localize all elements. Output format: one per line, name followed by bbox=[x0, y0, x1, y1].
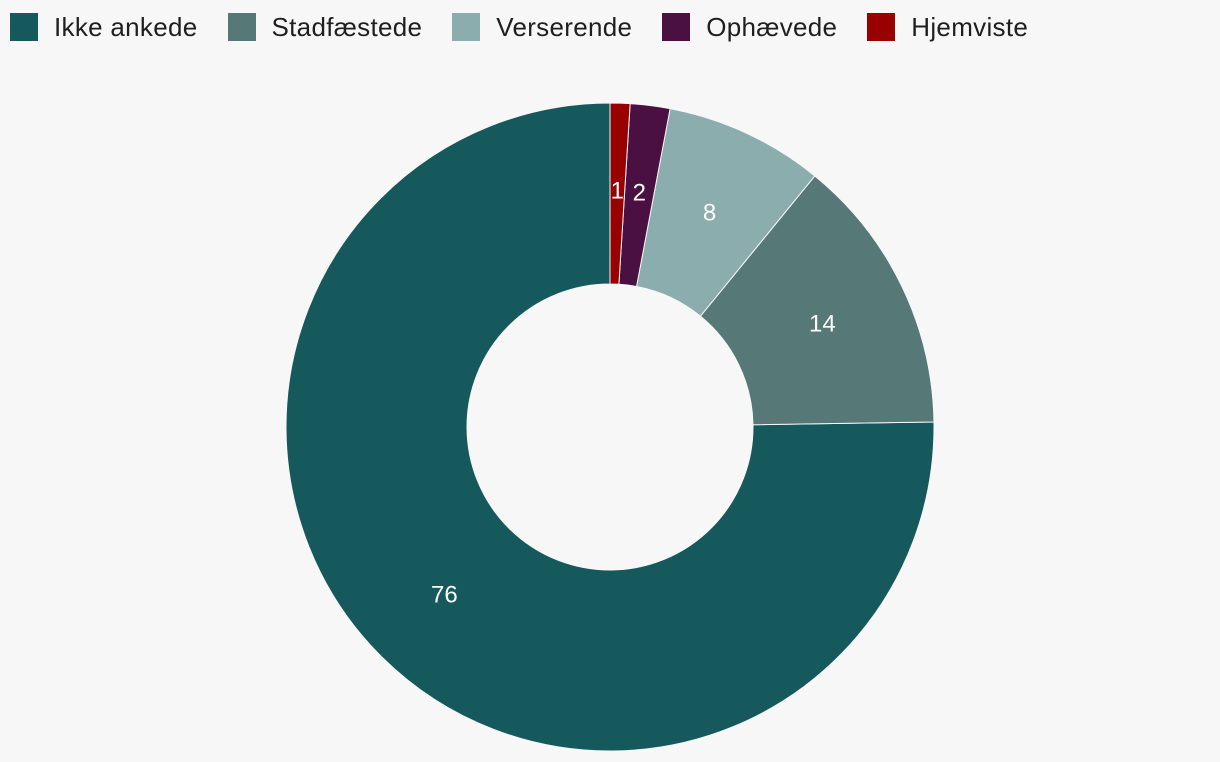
legend-label: Stadfæstede bbox=[271, 11, 423, 42]
legend-item-ophaevede[interactable]: Ophævede bbox=[662, 12, 837, 43]
legend-swatch bbox=[867, 13, 896, 41]
donut-slice-5[interactable] bbox=[609, 102, 631, 285]
slice-value-label-3: 8 bbox=[703, 200, 716, 227]
slice-value-label-2: 14 bbox=[809, 311, 836, 338]
donut-labels: 76 14 8 21 bbox=[431, 178, 836, 609]
donut-slices bbox=[285, 102, 935, 752]
legend-label: Ophævede bbox=[706, 11, 838, 42]
slice-value-label-4: 2 bbox=[633, 179, 646, 206]
legend-item-ikke-ankede[interactable]: Ikke ankede bbox=[10, 12, 198, 43]
slice-value-label-5: 1 bbox=[611, 178, 624, 205]
chart-legend: Ikke ankede Stadfæstede Verserende Ophæv… bbox=[10, 10, 1058, 44]
legend-swatch bbox=[227, 13, 256, 41]
slice-value-label-1: 76 bbox=[431, 582, 458, 609]
donut-slice-2[interactable] bbox=[699, 175, 935, 426]
legend-item-verserende[interactable]: Verserende bbox=[452, 12, 632, 43]
legend-swatch bbox=[10, 13, 38, 41]
donut-slice-1[interactable] bbox=[285, 102, 935, 752]
legend-item-stadfaestede[interactable]: Stadfæstede bbox=[227, 11, 423, 43]
legend-label: Verserende bbox=[496, 11, 633, 42]
legend-label: Ikke ankede bbox=[54, 11, 198, 42]
legend-swatch bbox=[452, 13, 481, 41]
legend-item-hjemviste[interactable]: Hjemviste bbox=[867, 12, 1028, 43]
legend-label: Hjemviste bbox=[911, 11, 1029, 42]
legend-swatch bbox=[662, 13, 691, 41]
